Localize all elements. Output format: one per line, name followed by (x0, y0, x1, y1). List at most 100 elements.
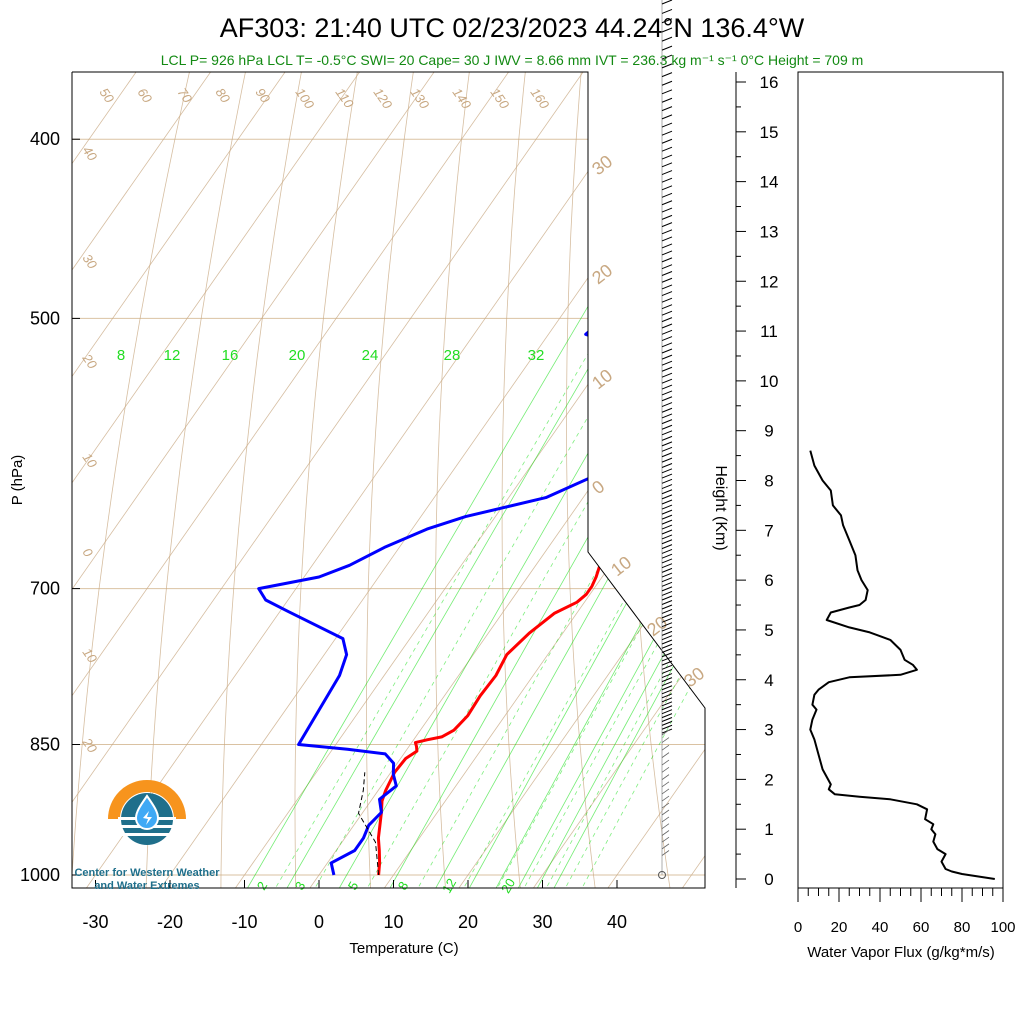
logo-text-line1: Center for Western Weather (74, 867, 220, 879)
height-tick-label: 13 (760, 222, 779, 241)
wind-barb (661, 581, 673, 587)
flux-tick-label: 0 (794, 919, 802, 936)
calm-wind-marker (658, 871, 666, 879)
wind-barb (661, 788, 670, 795)
wind-barb (661, 89, 673, 95)
wind-barb (661, 430, 673, 436)
isotherm-line (72, 72, 705, 888)
wind-barb (661, 668, 673, 674)
height-tick-label: 15 (760, 123, 779, 142)
height-tick-label: 6 (764, 571, 773, 590)
wind-barb (661, 836, 670, 843)
isotherm-line (72, 72, 705, 888)
temperature-tick-label: 20 (458, 912, 478, 932)
dry-adiabat-label: 10 (588, 365, 616, 393)
mixing-ratio-label: 20 (498, 876, 518, 896)
dry-adiabat-line (501, 72, 705, 888)
temperature-tick-label: 10 (383, 912, 403, 932)
wind-barb (661, 130, 673, 136)
height-tick-label: 4 (764, 671, 773, 690)
wind-barb (661, 114, 673, 120)
dewpoint-profile (257, 72, 705, 876)
height-tick-label: 9 (764, 422, 773, 441)
flux-tick-label: 60 (913, 919, 930, 936)
wind-barb (661, 473, 673, 479)
wind-barb (661, 257, 673, 263)
isotherm-line (72, 72, 497, 888)
height-axis-title: Height (Km) (712, 465, 729, 550)
skewt-profiles (257, 72, 705, 876)
wind-barb (661, 18, 673, 24)
isotherm-label: 120 (371, 85, 396, 112)
wind-barb (661, 737, 670, 743)
height-tick-label: 16 (760, 73, 779, 92)
wind-barb (661, 816, 670, 823)
wind-barb (661, 297, 673, 303)
wind-barb (661, 534, 673, 540)
wind-barb (661, 681, 673, 687)
isotherm-label: 110 (333, 85, 358, 111)
wind-barb (661, 504, 673, 510)
isotherm-label: 70 (175, 85, 196, 106)
dry-adiabat-label: 10 (607, 552, 635, 580)
wind-barb (661, 317, 673, 323)
temperature-tick-label: 40 (607, 912, 627, 932)
wind-barb (661, 146, 673, 152)
flux-tick-label: 40 (872, 919, 889, 936)
wind-barb (661, 463, 673, 468)
mixing-ratio-line (231, 72, 705, 888)
isotherm-line (72, 72, 705, 888)
wind-barb (661, 407, 673, 413)
flux-axis-title: Water Vapor Flux (g/kg*m/s) (807, 944, 995, 961)
wind-barb (661, 354, 673, 360)
isotherm-line (72, 72, 705, 888)
flux-tick-label: 80 (954, 919, 971, 936)
wind-barb (661, 424, 673, 430)
dry-adiabat-label: 20 (588, 260, 616, 288)
wind-barb (661, 378, 673, 384)
sounding-stats: LCL P= 926 hPa LCL T= -0.5°C SWI= 20 Cap… (161, 52, 864, 68)
wind-barb (661, 342, 673, 348)
mixing-ratio-label: 24 (362, 347, 379, 364)
wind-barb (661, 652, 673, 658)
wind-barb (661, 720, 673, 726)
dry-adiabat-line (1018, 0, 1024, 914)
wind-barb (661, 802, 670, 809)
pressure-tick-label: 700 (30, 579, 60, 599)
wind-barb (661, 45, 673, 51)
mixing-ratio-line (481, 72, 705, 888)
isotherm-label: 140 (450, 85, 475, 112)
mixing-ratio-label: 32 (528, 347, 545, 364)
wind-barb (661, 673, 673, 679)
flux-frame (797, 71, 1004, 889)
wind-barb (661, 200, 673, 206)
dry-adiabat-line (967, 0, 1024, 914)
wind-barb (661, 366, 673, 372)
wind-barb (661, 435, 673, 441)
wind-barb-column (658, 0, 673, 879)
wind-barb (661, 630, 673, 636)
wind-barb (661, 519, 673, 525)
wind-barb (661, 563, 673, 569)
dry-adiabat-line (220, 72, 582, 888)
wind-barb (661, 509, 673, 515)
mixing-ratio-line (420, 72, 705, 888)
wind-barb (661, 192, 673, 198)
wind-barb (661, 419, 673, 425)
mixing-ratio-label: 16 (222, 347, 239, 364)
wind-barb (661, 323, 673, 329)
cw3e-logo: Center for Western Weather and Water Ext… (74, 780, 220, 892)
moist-adiabat-line (259, 72, 705, 888)
logo-text-line2: and Water Extremes (94, 880, 199, 892)
isotherm-line (291, 72, 705, 888)
skewt-axes: 1001502002503004005007008501000-30-20-10… (9, 71, 706, 957)
height-tick-label: 7 (764, 521, 773, 540)
wind-barb (661, 809, 670, 816)
wind-barb (661, 685, 673, 691)
mixing-ratio-line (375, 72, 705, 888)
height-tick-label: 14 (760, 173, 779, 192)
wind-barb (661, 586, 673, 592)
wind-barb (661, 284, 673, 290)
